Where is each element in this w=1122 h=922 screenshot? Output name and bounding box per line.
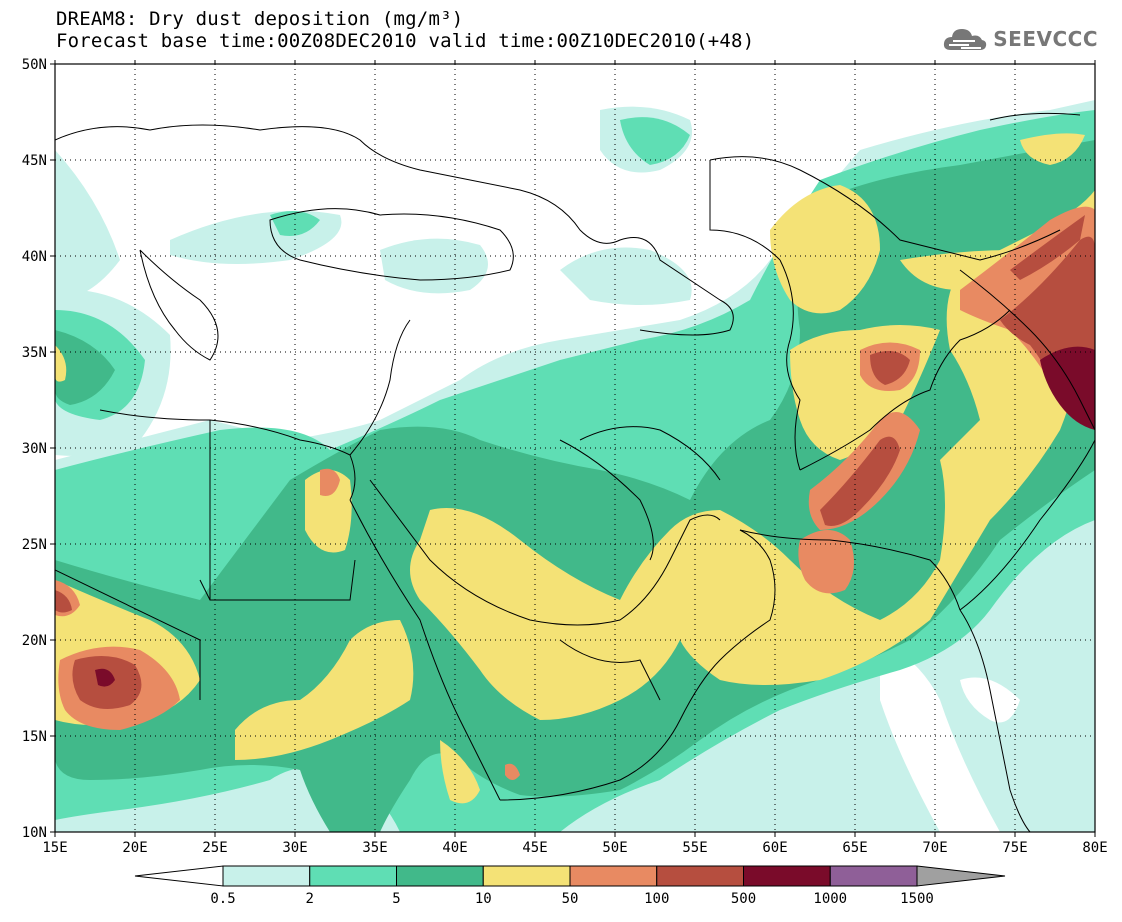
lon-tick-label: 65E — [842, 840, 867, 856]
lon-tick-label: 80E — [1082, 840, 1107, 856]
level-500-1000 — [95, 346, 1095, 687]
colorbar-segment — [569, 865, 658, 887]
cloud-icon — [944, 29, 987, 50]
lon-tick-label: 60E — [762, 840, 787, 856]
colorbar-segment — [829, 865, 918, 887]
colorbar-segment — [396, 865, 484, 887]
colorbar-label: 50 — [562, 891, 579, 907]
colorbar-label: 5 — [392, 891, 400, 907]
lat-tick-label: 10N — [22, 825, 47, 841]
lon-tick-label: 20E — [122, 840, 147, 856]
colorbar-label: 100 — [644, 891, 669, 907]
lon-tick-label: 35E — [362, 840, 387, 856]
title-line-1: DREAM8: Dry dust deposition (mg/m³) — [56, 8, 464, 30]
coastlines-and-borders — [55, 112, 1095, 832]
title-line-2: Forecast base time:00Z08DEC2010 valid ti… — [56, 30, 755, 52]
lon-tick-label: 40E — [442, 840, 467, 856]
lon-tick-label: 45E — [522, 840, 547, 856]
colorbar-min-triangle — [134, 865, 224, 887]
colorbar: 0.5 2 5 10 50 100 500 1000 1500 — [134, 865, 1006, 907]
lat-tick-label: 30N — [22, 441, 47, 457]
colorbar-label: 2 — [306, 891, 314, 907]
colorbar-max-triangle — [916, 865, 1006, 887]
map-title: DREAM8: Dry dust deposition (mg/m³) Forec… — [56, 8, 754, 52]
axis-tick-labels: 15E 20E 25E 30E 35E 40E 45E 50E 55E 60E 65E 70E 75E 8… — [22, 57, 1108, 856]
colorbar-segment — [309, 865, 397, 887]
dust-deposition-field — [55, 64, 1095, 832]
colorbar-segment — [656, 865, 744, 887]
colorbar-segment — [482, 865, 571, 887]
lat-tick-label: 35N — [22, 345, 47, 361]
graticule — [55, 64, 1095, 832]
colorbar-label: 500 — [731, 891, 756, 907]
lon-tick-label: 30E — [282, 840, 307, 856]
axis-ticks — [50, 60, 1096, 837]
seevccc-logo: SEEVCCC — [941, 24, 1098, 54]
lon-tick-label: 25E — [202, 840, 227, 856]
colorbar-label: 0.5 — [210, 891, 235, 907]
lon-tick-label: 70E — [922, 840, 947, 856]
colorbar-segment — [222, 865, 311, 887]
lat-tick-label: 45N — [22, 153, 47, 169]
logo-text: SEEVCCC — [993, 27, 1098, 51]
lat-tick-label: 20N — [22, 633, 47, 649]
lat-tick-label: 50N — [22, 57, 47, 73]
lon-tick-label: 15E — [42, 840, 67, 856]
level-10-50 — [55, 133, 1095, 804]
colorbar-label: 1500 — [900, 891, 934, 907]
lat-tick-label: 25N — [22, 537, 47, 553]
lat-tick-label: 40N — [22, 249, 47, 265]
colorbar-segment — [743, 865, 831, 887]
lon-tick-label: 55E — [682, 840, 707, 856]
colorbar-label: 10 — [475, 891, 492, 907]
lon-tick-label: 50E — [602, 840, 627, 856]
lon-tick-label: 75E — [1002, 840, 1027, 856]
colorbar-label: 1000 — [813, 891, 847, 907]
lat-tick-label: 15N — [22, 729, 47, 745]
